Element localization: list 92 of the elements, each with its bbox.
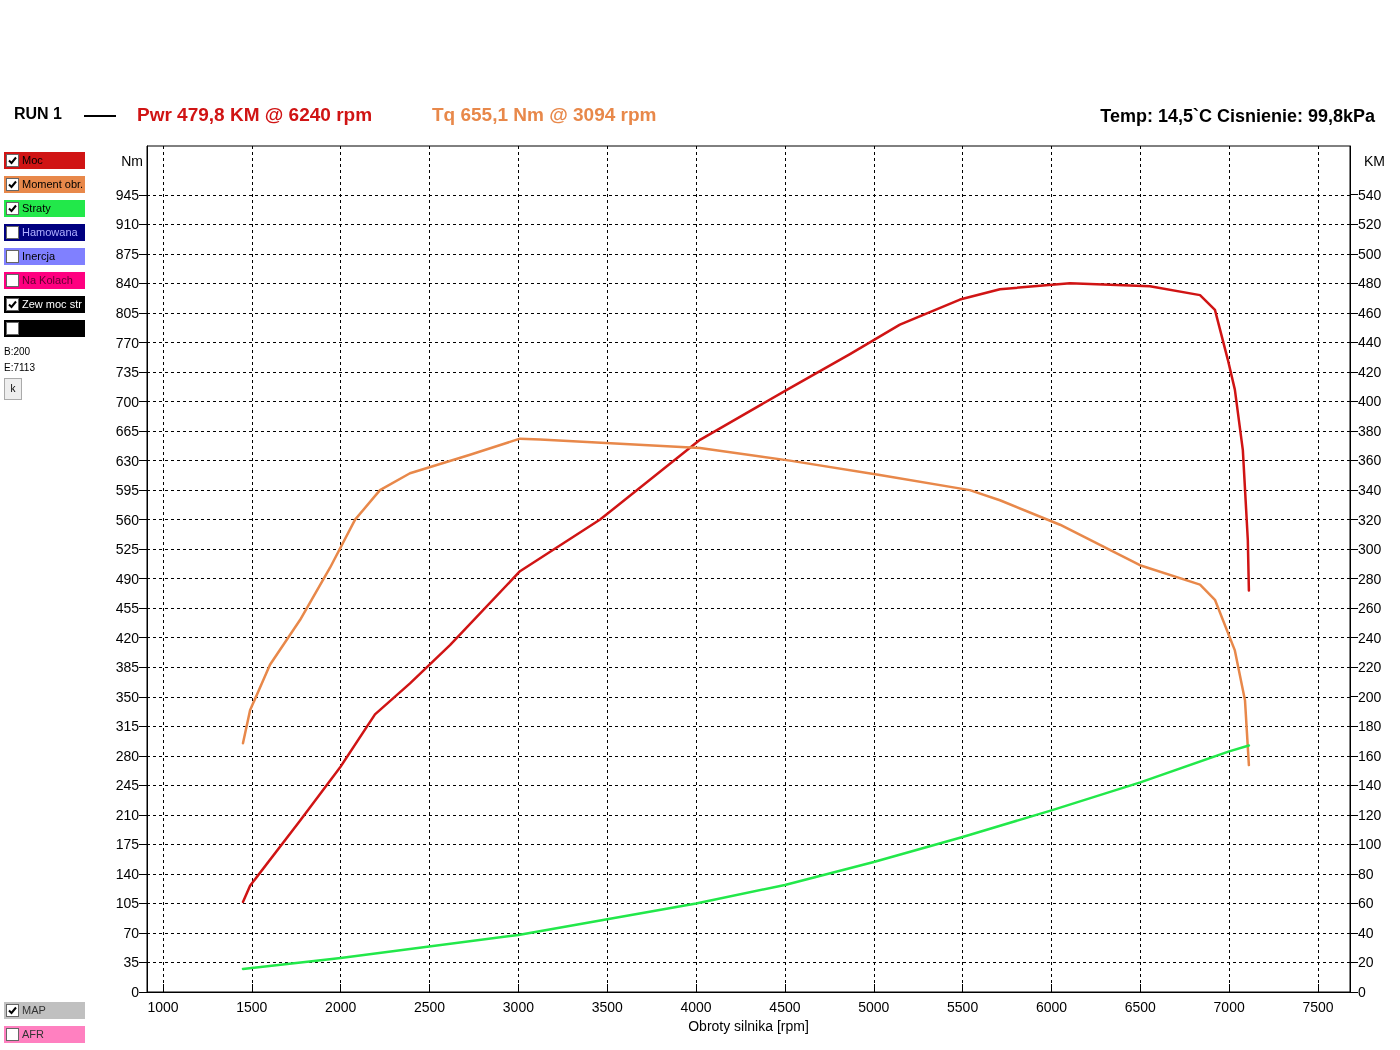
y2-tick-label: 280 <box>1358 570 1382 587</box>
y2-tick-label: 300 <box>1358 541 1382 558</box>
y-tick-label: 455 <box>115 600 140 617</box>
y2-tick-label: 0 <box>1358 984 1366 1000</box>
y2-tick-label: 40 <box>1358 924 1374 941</box>
y-tick-label: 245 <box>115 777 140 794</box>
y2-tick-label: 440 <box>1358 334 1382 351</box>
y-tick-label: 140 <box>115 865 140 882</box>
text: Inercja <box>22 250 56 262</box>
y2-tick-label: 240 <box>1358 629 1382 646</box>
y2-tick-label: 420 <box>1358 363 1382 380</box>
x-tick-label: 3500 <box>591 999 624 1015</box>
y2-tick-label: 220 <box>1358 659 1382 676</box>
x-tick-label: 1500 <box>236 999 268 1015</box>
text: Na Kolach <box>22 274 73 286</box>
y2-tick-label: 260 <box>1358 600 1382 617</box>
y-tick-label: 945 <box>115 186 140 203</box>
text: E:7113 <box>4 362 35 373</box>
y2-tick-label: 460 <box>1358 304 1382 321</box>
y2-tick-label: 320 <box>1358 511 1382 528</box>
text: MAP <box>22 1004 46 1016</box>
x-axis-title: Obroty silnika [rpm] <box>688 1017 809 1034</box>
y-tick-label: 210 <box>115 806 140 823</box>
y2-tick-label: 400 <box>1358 393 1382 410</box>
y2-tick-label: 100 <box>1358 836 1382 853</box>
y2-tick-label: 500 <box>1358 245 1382 262</box>
y-tick-label: 280 <box>115 747 140 764</box>
x-tick-label: 3000 <box>502 999 535 1015</box>
y2-tick-label: 180 <box>1358 718 1382 735</box>
y-tick-label: 770 <box>115 334 140 351</box>
text: Straty <box>22 202 51 214</box>
y-tick-label: 0 <box>131 984 140 1000</box>
y2-tick-label: 480 <box>1358 275 1382 292</box>
y-tick-label: 35 <box>123 954 140 971</box>
line-series <box>241 282 1251 904</box>
y2-axis-title: KM <box>1364 153 1385 169</box>
y2-tick-label: 160 <box>1358 747 1382 764</box>
y-tick-label: 175 <box>115 836 140 853</box>
y2-tick-label: 540 <box>1358 186 1382 203</box>
y-tick-label: 385 <box>115 659 140 676</box>
x-tick-label: 2000 <box>325 999 357 1015</box>
y-tick-label: 840 <box>115 275 140 292</box>
y2-tick-label: 20 <box>1358 954 1374 971</box>
y-tick-label: 70 <box>123 924 140 941</box>
y-tick-label: 105 <box>115 895 140 912</box>
text: B:200 <box>4 346 31 357</box>
y-tick-label: 595 <box>115 482 140 499</box>
y-tick-label: 665 <box>115 423 140 440</box>
text: Moment obr. <box>22 178 84 190</box>
y-tick-label: 350 <box>115 688 140 705</box>
y2-tick-label: 360 <box>1358 452 1382 469</box>
x-tick-label: 4500 <box>769 999 801 1015</box>
text: Hamowana <box>22 226 78 238</box>
x-tick-label: 6500 <box>1124 999 1157 1015</box>
y2-tick-label: 380 <box>1358 422 1382 439</box>
y-tick-label: 420 <box>115 629 140 646</box>
y-tick-label: 805 <box>115 305 140 322</box>
y2-tick-label: 340 <box>1358 482 1382 499</box>
y2-tick-label: 140 <box>1358 777 1382 794</box>
y-tick-label: 315 <box>115 718 140 735</box>
y-tick-label: 525 <box>115 541 140 558</box>
x-tick-label: 7500 <box>1302 999 1334 1015</box>
x-tick-label: 6000 <box>1035 999 1068 1015</box>
x-tick-label: 4000 <box>680 999 712 1015</box>
y2-tick-label: 200 <box>1358 688 1382 705</box>
y-tick-label: 560 <box>115 511 140 528</box>
x-tick-label: 7000 <box>1213 999 1245 1015</box>
y-tick-label: 490 <box>115 570 140 587</box>
text: Temp: 14,5`C Cisnienie: 99,8kPa <box>1100 106 1375 127</box>
line-series <box>241 437 1251 767</box>
text: Tq 655,1 Nm @ 3094 rpm <box>432 104 657 126</box>
x-tick-label: 5000 <box>858 999 890 1015</box>
chart-title: RUN 1 <box>14 105 63 123</box>
y-tick-label: 875 <box>115 245 140 262</box>
y2-tick-label: 120 <box>1358 806 1382 823</box>
x-tick-label: 2500 <box>413 999 446 1015</box>
y-tick-label: 630 <box>115 452 140 469</box>
y-axis-title: Nm <box>121 153 143 169</box>
text: Pwr 479,8 KM @ 6240 rpm <box>137 104 373 126</box>
y-tick-label: 700 <box>115 393 140 410</box>
x-tick-label: 5500 <box>947 999 979 1015</box>
y-tick-label: 910 <box>115 216 140 233</box>
text: Zew moc str <box>22 298 82 310</box>
x-tick-label: 1000 <box>147 999 179 1015</box>
y-tick-label: 735 <box>115 364 140 381</box>
y2-tick-label: 60 <box>1358 895 1374 912</box>
y2-tick-label: 520 <box>1358 216 1382 233</box>
text: k <box>4 378 22 400</box>
y2-tick-label: 80 <box>1358 865 1374 882</box>
text: Moc <box>22 154 43 166</box>
text: AFR <box>22 1028 44 1040</box>
line-series <box>241 744 1251 971</box>
